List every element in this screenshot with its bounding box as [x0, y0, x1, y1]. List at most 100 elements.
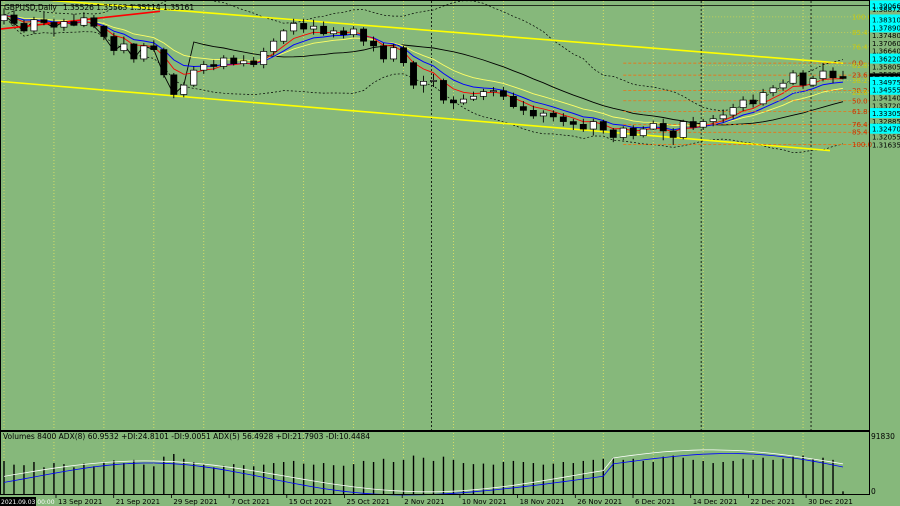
candle-body: [759, 92, 767, 105]
candle-body: [599, 121, 607, 131]
time-tick-label: 30 Dec 2021: [808, 498, 853, 506]
price-tick-label: 1.32055: [872, 133, 900, 141]
volume-max-label: 91830: [871, 432, 895, 441]
candle-body: [749, 99, 757, 105]
price-axis: 1.391451.390661.388721.383101.378901.374…: [870, 0, 900, 149]
time-corner-bg: [0, 497, 36, 506]
candle-body: [819, 70, 827, 79]
candle-body: [310, 25, 318, 30]
time-tick-label: 2 Nov 2021: [404, 498, 444, 506]
candle-body: [50, 22, 58, 28]
fib-upper-label: 38.2: [852, 77, 868, 85]
candle-body: [689, 121, 697, 128]
candle-body: [40, 19, 48, 23]
candle-body: [270, 40, 278, 52]
candle-body: [450, 99, 457, 104]
candle-body: [340, 30, 348, 35]
candle-body: [420, 81, 427, 86]
price-tick-label: 1.33305: [872, 110, 900, 118]
candle-body: [70, 21, 78, 26]
candle-body: [479, 91, 487, 97]
channel-lower-line: [0, 80, 831, 152]
candle-body: [679, 121, 687, 138]
volume-panel: [3, 449, 844, 496]
candle-body: [300, 23, 308, 30]
price-tick-label: 1.31635: [872, 141, 900, 149]
candle-body: [360, 28, 368, 42]
candle-body: [529, 110, 537, 117]
price-highlight-box: [870, 84, 900, 95]
candle-body: [519, 106, 527, 111]
candle-body: [370, 40, 378, 47]
ohlc-label: 1.35526 1.35563 1.35114 1.35161: [63, 3, 194, 12]
candle-body: [320, 25, 328, 35]
time-corner-label: 2021.09.03 00:00: [1, 499, 55, 506]
price-highlight-box: [870, 108, 900, 119]
price-highlight-box: [870, 76, 900, 87]
volume-indicator-label: Volumes 8400 ADX(8) 60.9532 +DI:24.8101 …: [3, 432, 370, 441]
candle-body: [539, 112, 547, 117]
price-tick-label: 1.37890: [872, 24, 900, 32]
candle-body: [20, 23, 28, 32]
price-tick-label: 1.39066: [872, 2, 900, 10]
candle-body: [10, 14, 18, 24]
candle-body: [430, 80, 437, 82]
fib-label: 100.0: [852, 141, 872, 149]
candle-body: [509, 95, 517, 107]
price-tick-label: 1.34555: [872, 87, 900, 95]
time-tick-label: 10 Nov 2021: [462, 498, 507, 506]
candle-body: [350, 28, 358, 35]
price-tick-label: 1.36640: [872, 48, 900, 56]
candle-body: [659, 123, 667, 132]
main-panel-border: [0, 0, 870, 431]
time-tick-label: 29 Sep 2021: [173, 498, 217, 506]
candle-body: [609, 129, 617, 138]
grid: [0, 1, 869, 494]
candle-body: [120, 43, 128, 51]
price-highlight-box: [870, 123, 900, 134]
candle-body: [330, 30, 338, 35]
candle-body: [30, 19, 38, 32]
candle-body: [589, 121, 597, 130]
fib-label: 85.4: [852, 129, 868, 137]
candle-body: [380, 45, 387, 60]
candle-body: [90, 17, 98, 27]
price-tick-label: 1.36220: [872, 56, 900, 64]
candle-body: [220, 57, 228, 67]
candle-body: [559, 116, 567, 122]
symbol-label: GBPUSD,Daily: [4, 3, 57, 12]
fib-upper-label: 76.4: [852, 43, 868, 51]
fib-label: 50.0: [852, 97, 868, 105]
candle-body: [260, 51, 268, 65]
fib-label: 61.8: [852, 108, 868, 116]
adx-line: [3, 449, 844, 493]
candle-body: [440, 80, 447, 101]
candle-body: [499, 90, 507, 97]
time-tick-label: 7 Oct 2021: [231, 498, 270, 506]
candle-body: [489, 90, 497, 93]
candle-body: [110, 36, 118, 51]
price-tick-label: 1.35805: [872, 63, 900, 71]
candle-body: [569, 121, 577, 125]
fib-label: 76.4: [852, 121, 868, 129]
fib-label: 38.2: [852, 87, 868, 95]
price-tick-label: 1.32470: [872, 126, 900, 134]
candle-body: [829, 70, 837, 78]
candle-body: [190, 69, 198, 86]
volume-panel-border: [0, 431, 870, 495]
price-tick-label: 1.38310: [872, 17, 900, 25]
price-highlight-box: [870, 0, 900, 11]
candles: [0, 8, 847, 145]
channel-upper-line: [36, 0, 844, 65]
time-tick-label: 13 Sep 2021: [58, 498, 102, 506]
candle-body: [809, 78, 817, 86]
time-tick-label: 14 Dec 2021: [693, 498, 738, 506]
price-tick-label: 1.38872: [872, 6, 900, 14]
time-tick-label: 26 Nov 2021: [577, 498, 622, 506]
candle-body: [60, 21, 68, 28]
price-tick-label: 1.34140: [872, 94, 900, 102]
candle-body: [400, 47, 407, 64]
price-tick-label: 1.32885: [872, 118, 900, 126]
